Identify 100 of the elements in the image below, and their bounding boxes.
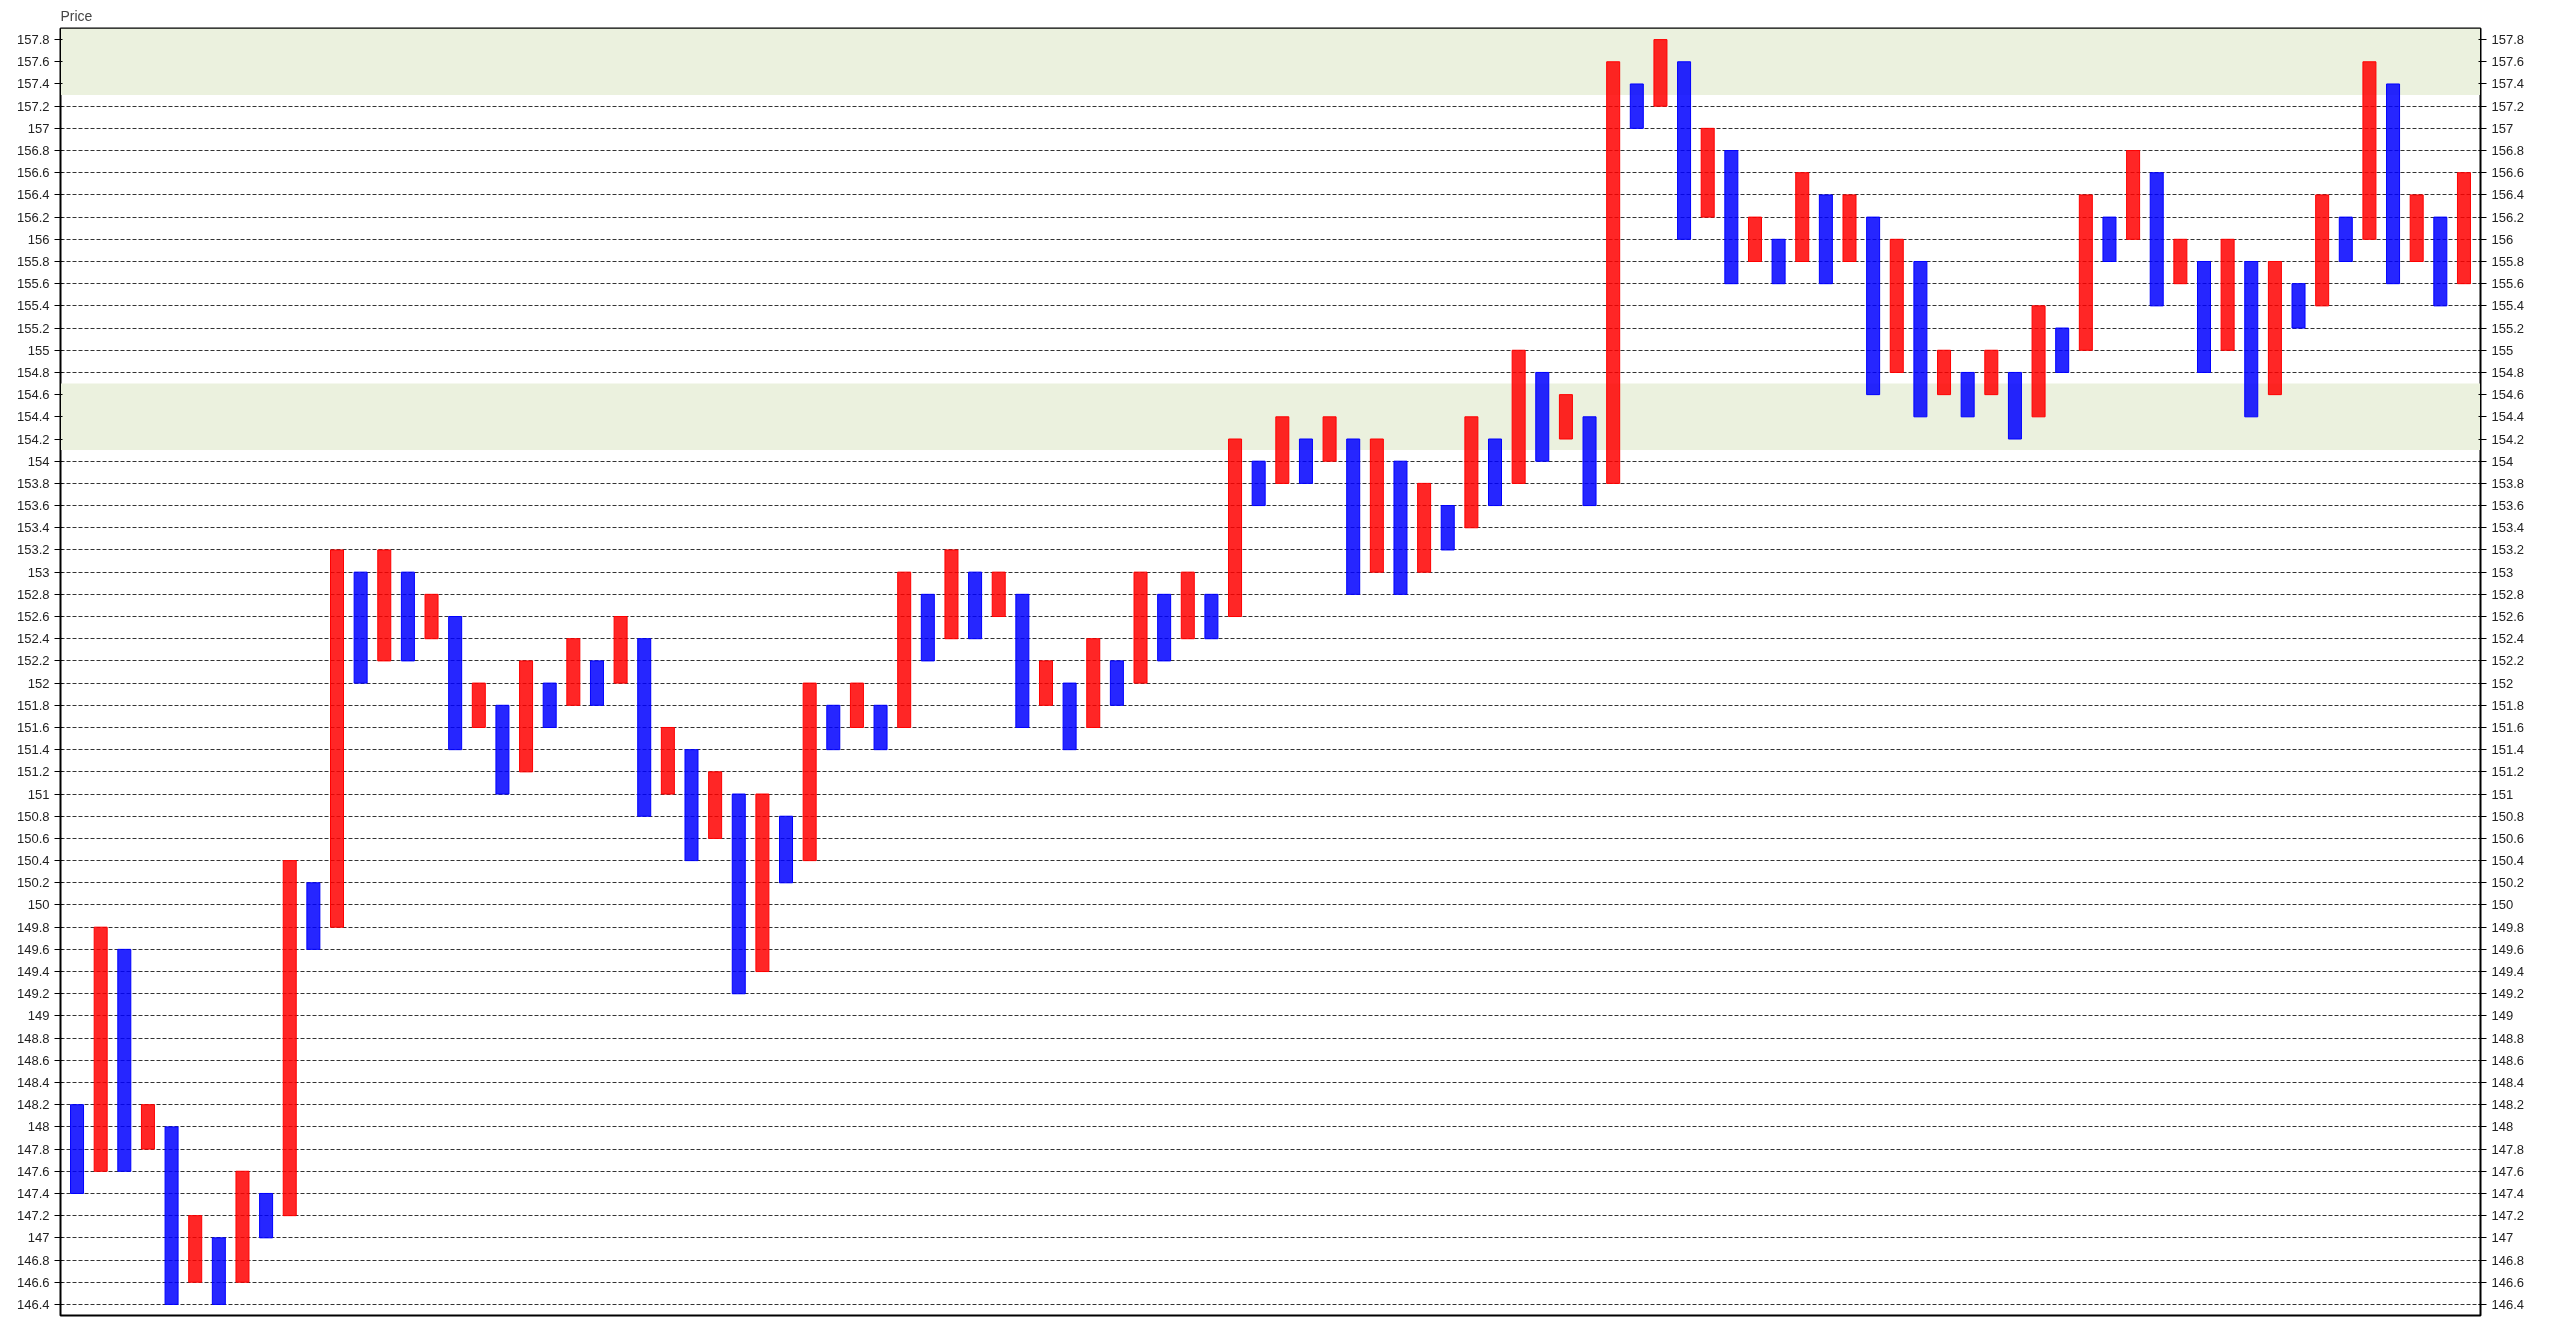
y2-tick-label: 149.8 [2491, 919, 2525, 935]
y2-tick-label: 154 [2491, 453, 2514, 469]
y2-tick-label: 153.8 [2491, 475, 2525, 491]
bar [1535, 371, 1550, 462]
y-tick-label: 153.6 [16, 498, 50, 514]
bar [188, 1215, 203, 1283]
bar [1109, 660, 1124, 706]
y2-tick-label: 153 [2491, 564, 2514, 580]
bar [1511, 349, 1526, 484]
bar [589, 660, 604, 706]
bar [1960, 371, 1975, 418]
y2-tick-label: 151.6 [2491, 719, 2525, 735]
bar [1747, 216, 1762, 262]
y2-tick-label: 147.6 [2491, 1163, 2525, 1179]
bar [117, 948, 132, 1172]
bar [424, 593, 439, 640]
bar [259, 1192, 274, 1239]
y2-tick-label: 148 [2491, 1119, 2514, 1135]
y-tick-label: 154.8 [16, 364, 50, 380]
y-tick-label: 150.6 [16, 830, 50, 846]
bar [1322, 416, 1337, 462]
y-tick-label: 151.6 [16, 719, 50, 735]
y2-tick-label: 146.6 [2491, 1274, 2525, 1290]
y2-tick-label: 156 [2491, 231, 2514, 247]
y2-tick-label: 150.6 [2491, 830, 2525, 846]
y-tick-label: 152.8 [16, 586, 50, 602]
y-tick-label: 152 [27, 675, 50, 691]
y-tick-label: 157.8 [16, 32, 50, 48]
y-tick-label: 156.6 [16, 165, 50, 181]
bar [2126, 150, 2141, 240]
y-tick-label: 157.4 [16, 76, 50, 92]
bar [1015, 593, 1030, 728]
bar [1062, 682, 1077, 751]
y-tick-label: 150.4 [16, 853, 50, 869]
bar [2244, 260, 2259, 418]
y2-tick-label: 156.4 [2491, 187, 2525, 203]
y-tick-label: 148.8 [16, 1030, 50, 1046]
y2-tick-label: 150.8 [2491, 808, 2525, 824]
y-tick-label: 149.6 [16, 941, 50, 957]
y2-tick-label: 150.2 [2491, 875, 2525, 891]
bar [2291, 283, 2306, 329]
bar [1771, 238, 1786, 285]
y-tick-label: 150.2 [16, 875, 50, 891]
y2-tick-label: 155.8 [2491, 253, 2525, 269]
bar [471, 682, 486, 728]
bar [2149, 172, 2164, 307]
y2-tick-label: 148.6 [2491, 1052, 2525, 1068]
y2-tick-label: 149 [2491, 1008, 2514, 1024]
bar [1984, 349, 1999, 396]
bar [1204, 593, 1219, 640]
y2-tick-label: 147 [2491, 1230, 2514, 1246]
bar [211, 1237, 226, 1305]
bar [897, 571, 912, 728]
bar [2362, 61, 2377, 240]
bar [968, 571, 983, 640]
bar [2055, 327, 2070, 373]
y2-tick-label: 152.8 [2491, 586, 2525, 602]
bar [1677, 61, 1692, 240]
y-tick-label: 147.6 [16, 1163, 50, 1179]
y2-tick-label: 154.8 [2491, 364, 2525, 380]
bar [377, 549, 392, 662]
bar [2315, 194, 2330, 307]
y-tick-label: 146.6 [16, 1274, 50, 1290]
bar [1298, 438, 1313, 484]
bar [2173, 238, 2188, 285]
y2-tick-label: 146.4 [2491, 1296, 2525, 1312]
y-tick-label: 147.2 [16, 1208, 50, 1224]
y2-tick-label: 151.8 [2491, 697, 2525, 713]
bar [448, 616, 463, 751]
y-tick-label: 147.4 [16, 1185, 50, 1201]
y2-tick-label: 153.6 [2491, 498, 2525, 514]
y2-tick-label: 157.4 [2491, 76, 2525, 92]
bar [1913, 260, 1928, 418]
y2-tick-label: 147.2 [2491, 1208, 2525, 1224]
bar [1653, 39, 1668, 107]
bar [495, 704, 510, 795]
bar [2267, 260, 2282, 396]
bar [1228, 438, 1243, 618]
bar [1889, 238, 1904, 373]
bar [1417, 482, 1432, 573]
y-tick-label: 156.2 [16, 209, 50, 225]
y-tick-label: 148.2 [16, 1097, 50, 1113]
y2-tick-label: 147.4 [2491, 1185, 2525, 1201]
y2-tick-label: 146.8 [2491, 1252, 2525, 1268]
bar [306, 882, 321, 950]
bar [1842, 194, 1857, 262]
bar [70, 1104, 85, 1194]
y-tick-label: 150.8 [16, 808, 50, 824]
y2-tick-label: 152 [2491, 675, 2514, 691]
y-tick-label: 152.4 [16, 631, 50, 647]
y-tick-label: 149.4 [16, 964, 50, 980]
y-tick-label: 149.8 [16, 919, 50, 935]
y-tick-label: 148.6 [16, 1052, 50, 1068]
bar [2007, 371, 2022, 440]
y2-tick-label: 154.6 [2491, 387, 2525, 403]
y2-tick-label: 152.4 [2491, 631, 2525, 647]
bar [1629, 83, 1644, 129]
bar [1038, 660, 1053, 706]
y-tick-label: 154 [27, 453, 50, 469]
y2-tick-label: 156.8 [2491, 143, 2525, 159]
